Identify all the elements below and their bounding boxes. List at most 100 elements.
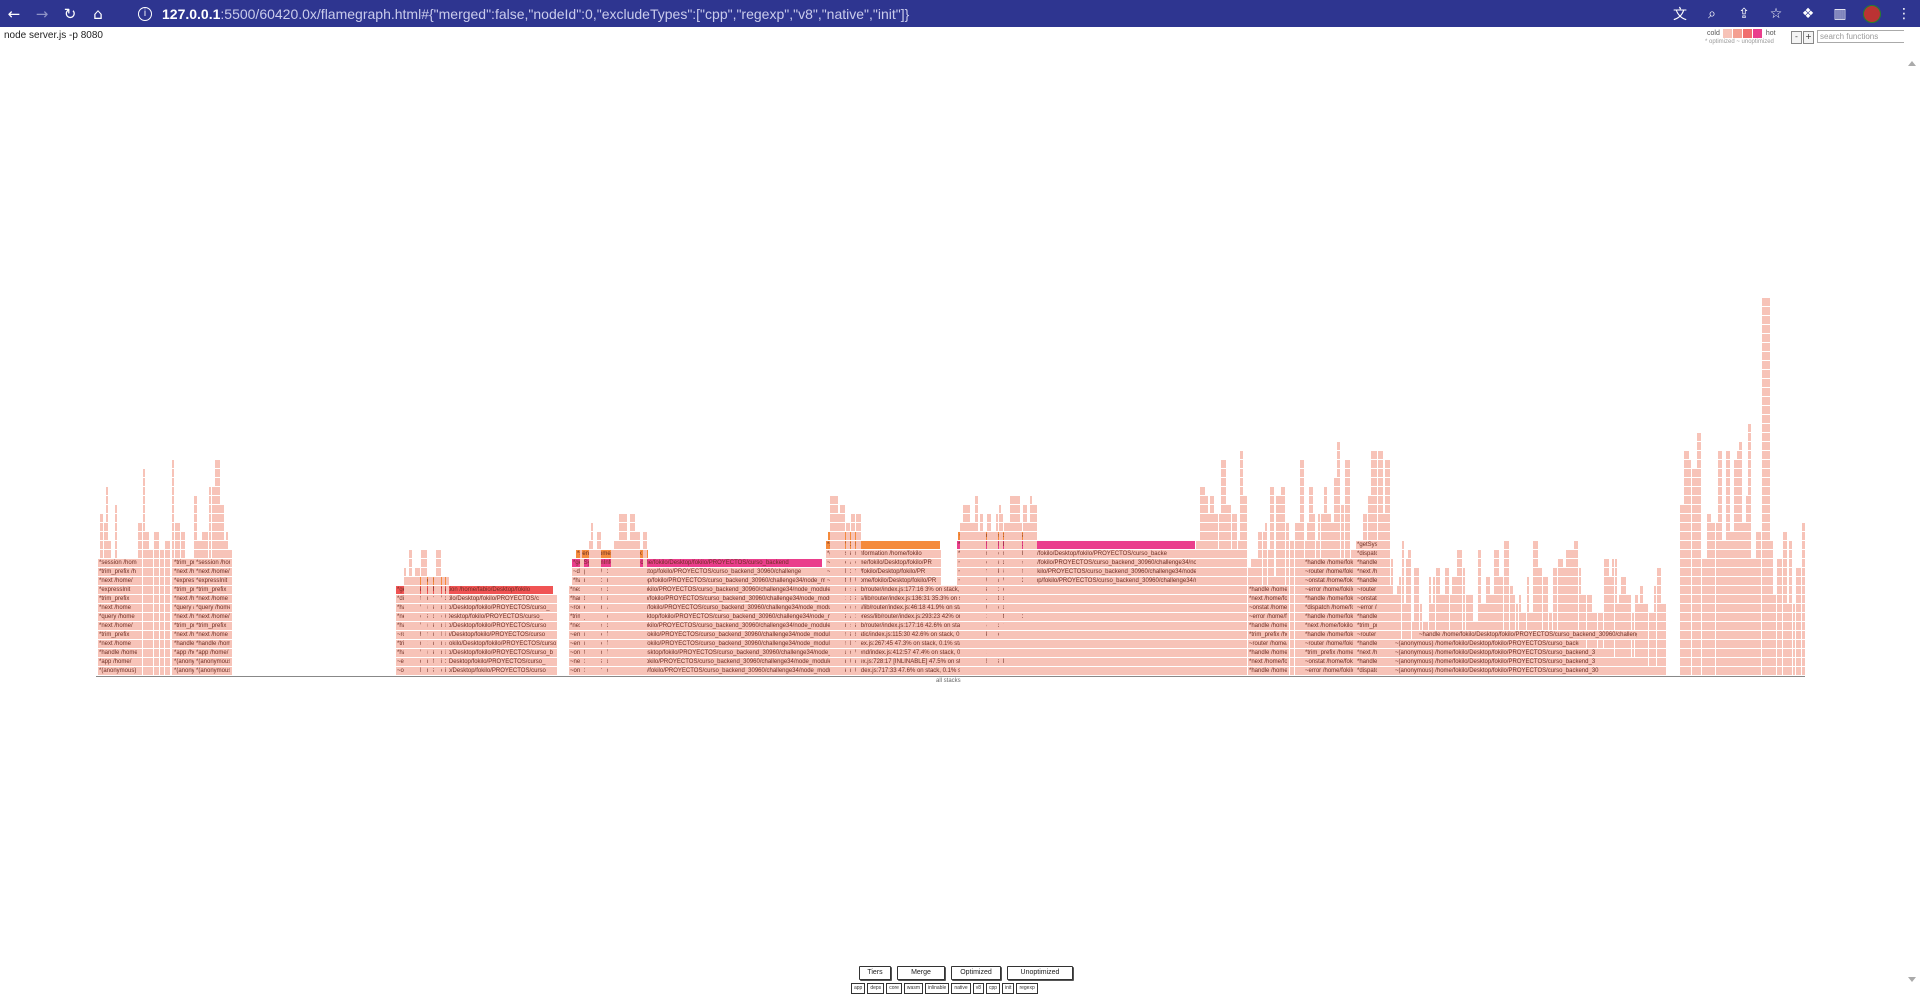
- flame-frame[interactable]: [1020, 613, 1022, 621]
- flame-frame[interactable]: [1240, 658, 1243, 666]
- flame-frame[interactable]: [1399, 586, 1401, 594]
- flame-frame[interactable]: [436, 631, 441, 639]
- flame-frame[interactable]: [1626, 649, 1631, 657]
- flame-frame[interactable]: [1612, 568, 1614, 576]
- flame-frame[interactable]: [143, 595, 145, 603]
- flame-frame[interactable]: [1243, 514, 1247, 522]
- flame-frame[interactable]: [1200, 604, 1205, 612]
- flame-frame[interactable]: [1243, 559, 1247, 567]
- flame-frame[interactable]: [1327, 541, 1331, 549]
- flame-frame[interactable]: [1734, 523, 1737, 531]
- flame-frame[interactable]: [635, 532, 640, 540]
- flame-frame[interactable]: [589, 577, 591, 585]
- flame-frame[interactable]: [1762, 406, 1765, 414]
- flame-frame[interactable]: [1238, 577, 1240, 585]
- flame-frame[interactable]: [619, 559, 621, 567]
- flame-frame[interactable]: [194, 532, 197, 540]
- flame-frame[interactable]: [1529, 622, 1533, 630]
- flame-frame[interactable]: [835, 550, 838, 558]
- flame-frame[interactable]: [1742, 586, 1746, 594]
- flame-frame[interactable]: [442, 658, 445, 666]
- flame-frame[interactable]: [605, 595, 607, 603]
- flame-frame[interactable]: [851, 622, 855, 630]
- flame-frame[interactable]: [1210, 586, 1214, 594]
- flame-frame[interactable]: [978, 595, 980, 603]
- flame-frame[interactable]: [996, 640, 998, 648]
- flame-frame[interactable]: [1300, 640, 1304, 648]
- flame-frame[interactable]: [602, 613, 605, 621]
- flame-frame[interactable]: [1765, 307, 1770, 315]
- flame-frame[interactable]: [1640, 649, 1643, 657]
- flame-frame[interactable]: [960, 667, 963, 675]
- flame-frame[interactable]: [1579, 586, 1581, 594]
- flame-frame[interactable]: [1304, 604, 1354, 612]
- flame-frame[interactable]: [830, 604, 835, 612]
- flame-frame[interactable]: [1238, 631, 1240, 639]
- flame-frame[interactable]: [1615, 577, 1617, 585]
- flame-frame[interactable]: [428, 649, 433, 657]
- flame-frame[interactable]: [1702, 649, 1707, 657]
- flame-frame[interactable]: [404, 595, 406, 603]
- flame-frame[interactable]: [580, 658, 582, 666]
- flame-frame[interactable]: [195, 604, 231, 612]
- flame-frame[interactable]: [412, 613, 415, 621]
- flame-frame[interactable]: [980, 649, 983, 657]
- flame-frame[interactable]: [624, 658, 627, 666]
- flame-frame[interactable]: [1032, 649, 1037, 657]
- flame-frame[interactable]: [608, 568, 611, 576]
- flame-frame[interactable]: [1208, 586, 1210, 594]
- flame-frame[interactable]: [614, 622, 619, 630]
- flame-frame[interactable]: [1007, 532, 1010, 540]
- flame-frame[interactable]: [963, 604, 965, 612]
- flame-frame[interactable]: [1321, 550, 1324, 558]
- flame-frame[interactable]: [115, 505, 117, 513]
- flame-frame[interactable]: [1718, 550, 1722, 558]
- flame-frame[interactable]: [1504, 577, 1509, 585]
- flame-frame[interactable]: [1383, 595, 1385, 603]
- flame-frame[interactable]: [619, 577, 621, 585]
- flame-frame[interactable]: [621, 586, 624, 594]
- flame-frame[interactable]: [970, 622, 975, 630]
- flame-frame[interactable]: [1337, 541, 1340, 549]
- flame-frame[interactable]: [1579, 622, 1581, 630]
- flame-frame[interactable]: [1436, 586, 1440, 594]
- flame-frame[interactable]: [1711, 586, 1715, 594]
- flame-frame[interactable]: [1765, 343, 1770, 351]
- flame-frame[interactable]: [1383, 559, 1385, 567]
- flame-frame[interactable]: [1689, 586, 1691, 594]
- flame-frame[interactable]: [1748, 451, 1751, 459]
- flame-frame[interactable]: [1307, 523, 1309, 531]
- flame-frame[interactable]: [1023, 604, 1027, 612]
- flame-frame[interactable]: [1640, 631, 1643, 639]
- flame-frame[interactable]: [1007, 595, 1010, 603]
- flame-frame[interactable]: [851, 523, 855, 531]
- flame-frame[interactable]: [978, 631, 980, 639]
- flame-frame[interactable]: [602, 586, 605, 594]
- filter-v8[interactable]: v8: [972, 983, 984, 994]
- flame-frame[interactable]: [1383, 604, 1385, 612]
- flame-frame[interactable]: [1689, 478, 1691, 486]
- flame-frame[interactable]: [1604, 622, 1609, 630]
- flame-frame[interactable]: [580, 604, 582, 612]
- flame-frame[interactable]: [215, 496, 220, 504]
- flame-frame[interactable]: [1337, 487, 1340, 495]
- flame-frame[interactable]: [1205, 613, 1208, 621]
- flame-frame[interactable]: [1723, 649, 1755, 657]
- flame-frame[interactable]: [1010, 640, 1015, 648]
- flame-frame[interactable]: [840, 532, 845, 540]
- flame-frame[interactable]: [1680, 586, 1684, 594]
- flame-frame[interactable]: [1689, 577, 1691, 585]
- filter-native[interactable]: native: [951, 983, 971, 994]
- flame-frame[interactable]: [1609, 586, 1612, 594]
- flame-frame[interactable]: [1737, 469, 1739, 477]
- unoptimized-button[interactable]: Unoptimized: [1007, 966, 1073, 980]
- flame-frame[interactable]: [1722, 604, 1726, 612]
- flame-frame[interactable]: [1684, 478, 1689, 486]
- flame-frame[interactable]: [1440, 595, 1445, 603]
- flame-frame[interactable]: [1214, 631, 1218, 639]
- flame-frame[interactable]: [624, 631, 627, 639]
- flame-frame[interactable]: [1762, 622, 1765, 630]
- flame-frame[interactable]: [1756, 640, 1761, 648]
- flame-frame[interactable]: [1023, 586, 1027, 594]
- flame-frame[interactable]: [589, 667, 591, 675]
